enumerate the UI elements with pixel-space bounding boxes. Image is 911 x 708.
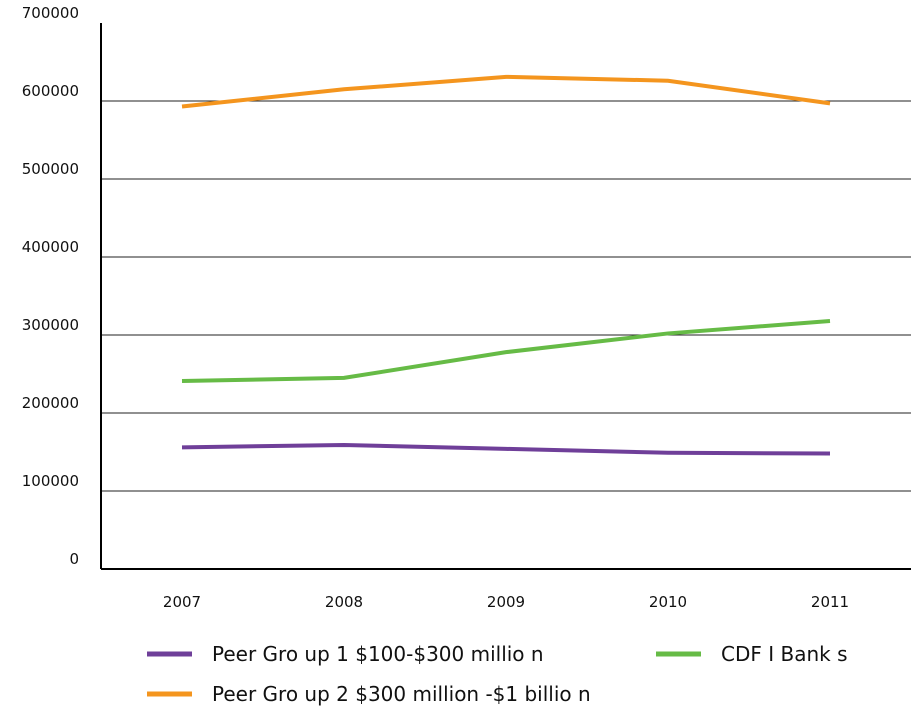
y-tick-label: 300000 (22, 316, 79, 334)
y-tick-label: 100000 (22, 472, 79, 490)
y-tick-label: 200000 (22, 394, 79, 412)
y-tick-label: 400000 (22, 238, 79, 256)
y-tick-label: 600000 (22, 82, 79, 100)
legend-label: CDF I Bank s (721, 642, 848, 666)
x-tick-label: 2010 (649, 593, 687, 611)
legend-label: Peer Gro up 2 $300 million -$1 billio n (212, 682, 591, 706)
x-tick-label: 2007 (163, 593, 201, 611)
legend-label: Peer Gro up 1 $100-$300 millio n (212, 642, 544, 666)
series-line (181, 442, 831, 456)
x-tick-label: 2011 (811, 593, 849, 611)
y-tick-label: 700000 (22, 4, 79, 22)
series-line (181, 318, 831, 384)
x-tick-label: 2008 (325, 593, 363, 611)
y-tick-label: 500000 (22, 160, 79, 178)
y-tick-label: 0 (69, 550, 79, 568)
x-tick-label: 2009 (487, 593, 525, 611)
series-line (181, 74, 831, 109)
